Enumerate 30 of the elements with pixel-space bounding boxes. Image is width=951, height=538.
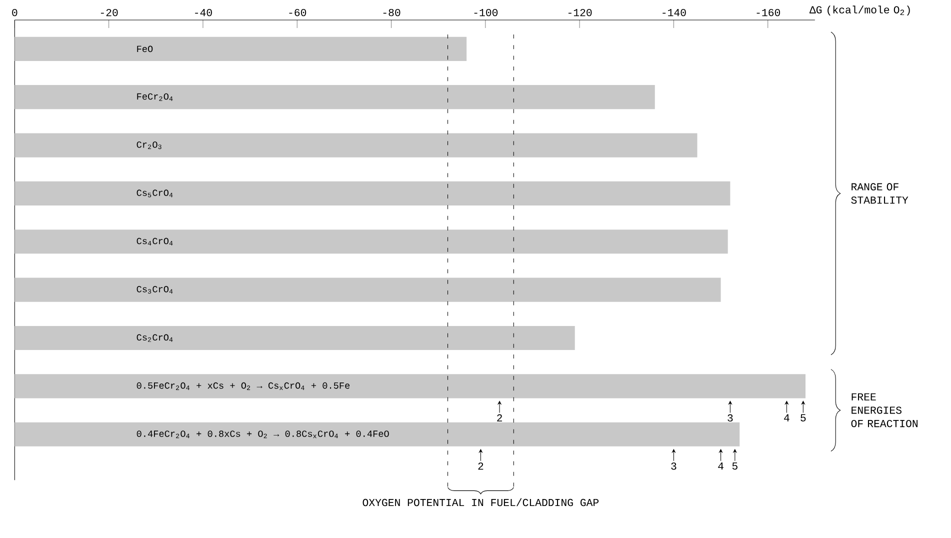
x-tick-label: -140 <box>662 9 686 16</box>
category-label: 0.5FeCr$_{2}$O$_{4}$ + xCs + O$_{2}$ → Cs$_{x}$CrO$_{4}$ + 0.5Fe <box>136 382 350 390</box>
y-tick-label: Cs$_{4}$CrO$_{4}$ <box>136 238 173 246</box>
x-tick-label: -40 <box>195 9 212 16</box>
text: RANGE OF STABILITY <box>851 183 908 204</box>
text: FREE ENERGIES OF REACTION <box>851 394 918 428</box>
annotation: 3 <box>671 462 676 470</box>
y-tick-label: Cr$_{2}$O$_{3}$ <box>136 142 162 150</box>
x-axis-title: ΔG (kcal/mole O$_{2}$) <box>810 6 910 16</box>
y-tick-label: Cs$_{3}$CrO$_{4}$ <box>136 286 173 294</box>
text: OXYGEN POTENTIAL IN FUEL/CLADDING GAP <box>362 498 599 506</box>
x-tick-label: -60 <box>289 9 306 16</box>
y-tick-label: FeO <box>137 46 153 52</box>
x-tick-label: -100 <box>474 9 498 16</box>
annotation: 5 <box>732 462 738 470</box>
category-label: 0.4FeCr$_{2}$O$_{4}$ + 0.8xCs + O$_{2}$ → 0.8Cs$_{x}$CrO$_{4}$ + 0.4FeO <box>136 430 389 438</box>
x-tick-label: -80 <box>383 9 400 16</box>
annotation: 4 <box>718 462 724 470</box>
x-tick-label: -120 <box>568 9 592 16</box>
annotation: 2 <box>478 462 484 470</box>
x-tick-label: -160 <box>756 9 780 16</box>
y-tick-label: Cs$_{5}$CrO$_{4}$ <box>136 190 173 198</box>
annotation: 4 <box>784 414 790 422</box>
annotation: 2 <box>497 414 502 422</box>
annotation: 3 <box>728 414 733 422</box>
y-tick-label: FeCr$_{2}$O$_{4}$ <box>137 94 173 102</box>
annotation: 5 <box>800 414 806 422</box>
x-tick-label: -20 <box>100 9 118 16</box>
x-tick-label: 0 <box>12 9 18 16</box>
y-tick-label: Cs$_{2}$CrO$_{4}$ <box>136 334 173 342</box>
